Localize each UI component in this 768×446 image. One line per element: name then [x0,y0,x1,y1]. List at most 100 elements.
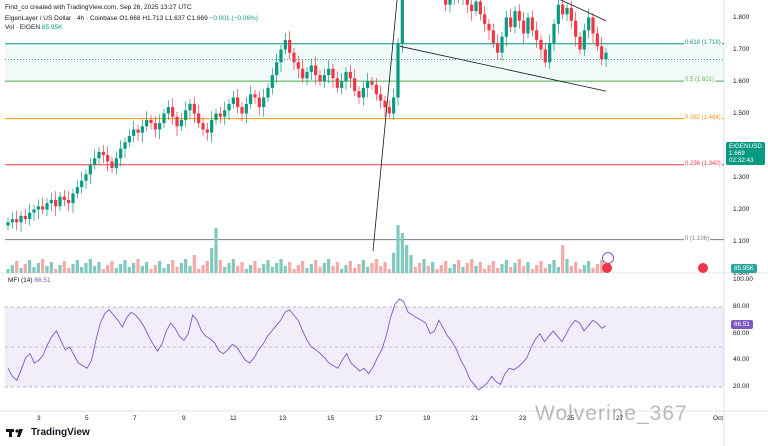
volume-label: Vol · EIGEN [5,24,41,31]
volume-bar [145,262,149,273]
volume-badge: 85.95K [731,264,757,273]
volume-legend[interactable]: Vol · EIGEN 85.95K [5,24,62,31]
volume-bar [379,266,383,273]
channel-upper-line [559,0,607,22]
candle-body [548,43,552,63]
candle-body [331,68,335,79]
time-tick-label: 11 [230,415,237,422]
volume-bar [301,261,305,273]
volume-bar [54,269,58,273]
mfi-line [7,298,607,391]
volume-bar [383,262,387,273]
us-flag-icon[interactable] [602,263,612,273]
volume-bar [210,248,214,273]
candle-body [535,30,539,40]
time-tick-label: 9 [182,415,186,422]
impulse-trendline [372,0,398,252]
candle-body [214,113,218,120]
candle-body [595,33,599,47]
candle-body [318,75,322,82]
candle-body [478,1,482,15]
symbol-legend[interactable]: EigenLayer / US Dollar · 4h · Coinbase O… [5,15,258,22]
volume-value: 85.95K [41,24,63,31]
candle-body [543,49,547,63]
volume-bar [257,268,261,273]
mfi-label: MFI (14) [8,277,33,284]
volume-bar [188,266,192,273]
candle-body [448,0,452,5]
mfi-tick-label: 80.00 [733,303,750,310]
volume-bar [444,261,448,273]
candle-body [517,11,521,21]
volume-bar [101,269,105,273]
volume-bar [249,265,253,273]
candle-body [110,161,114,168]
fib-label: 0 (1.106) [684,235,711,242]
candle-body [36,206,40,210]
candle-body [357,91,361,98]
volume-bar [41,259,45,273]
volume-bar [45,266,49,273]
price-badge-symbol: EIGENUSD [729,143,762,150]
volume-bar [314,260,318,273]
time-tick-label: 7 [133,415,137,422]
candle-body [188,103,192,111]
candle-body [28,212,32,220]
us-flag-icon-2[interactable] [698,263,708,273]
volume-bar [36,263,40,273]
chart-attribution: Find_co created with TradingView.com, Se… [5,4,192,11]
watermark: Wolverine_367 [535,402,688,425]
volume-bar [392,253,396,273]
candle-body [249,94,253,104]
candle-body [344,71,348,82]
candle-body [23,215,27,220]
candle-body [279,49,283,63]
candle-body [526,17,530,34]
volume-bar [283,266,287,273]
candle-body [253,94,257,98]
candle-body [509,17,513,28]
volume-bar [413,267,417,273]
candle-body [101,151,105,156]
candle-body [136,129,140,133]
candle-body [15,219,19,223]
time-tick-label: 25 [567,415,575,422]
candle-body [301,68,305,79]
volume-bar [184,259,188,273]
volume-bar [461,267,465,273]
volume-bar [62,261,66,273]
candle-body [444,0,448,5]
volume-bar [552,260,556,273]
mfi-legend[interactable]: MFI (14) 66.51 [8,277,51,284]
tradingview-logo[interactable]: TradingView [6,427,90,438]
price-tick-label: 1.100 [733,237,750,245]
brand-name: TradingView [31,427,90,438]
candle-body [41,206,45,210]
candle-body [32,209,36,213]
volume-bar [483,269,487,273]
fib-label: 0.236 (1.340) [684,160,722,167]
volume-bar [435,269,439,273]
volume-bar [262,264,266,273]
volume-bar [266,260,270,273]
candle-body [244,103,248,114]
candle-body [591,17,595,34]
candle-body [496,43,500,53]
volume-bar [474,266,478,273]
volume-bar [348,261,352,273]
mfi-badge: 66.51 [731,320,753,329]
volume-bar [405,245,409,273]
volume-bar [67,268,71,273]
volume-bar [80,267,84,273]
volume-bar [32,267,36,273]
volume-bar [192,255,196,273]
candle-body [561,4,565,15]
volume-bar [197,269,201,273]
volume-bar [23,264,27,273]
candle-body [530,17,534,31]
candle-body [262,97,266,108]
candle-body [114,158,118,168]
candle-body [309,65,313,72]
candle-body [513,11,517,28]
